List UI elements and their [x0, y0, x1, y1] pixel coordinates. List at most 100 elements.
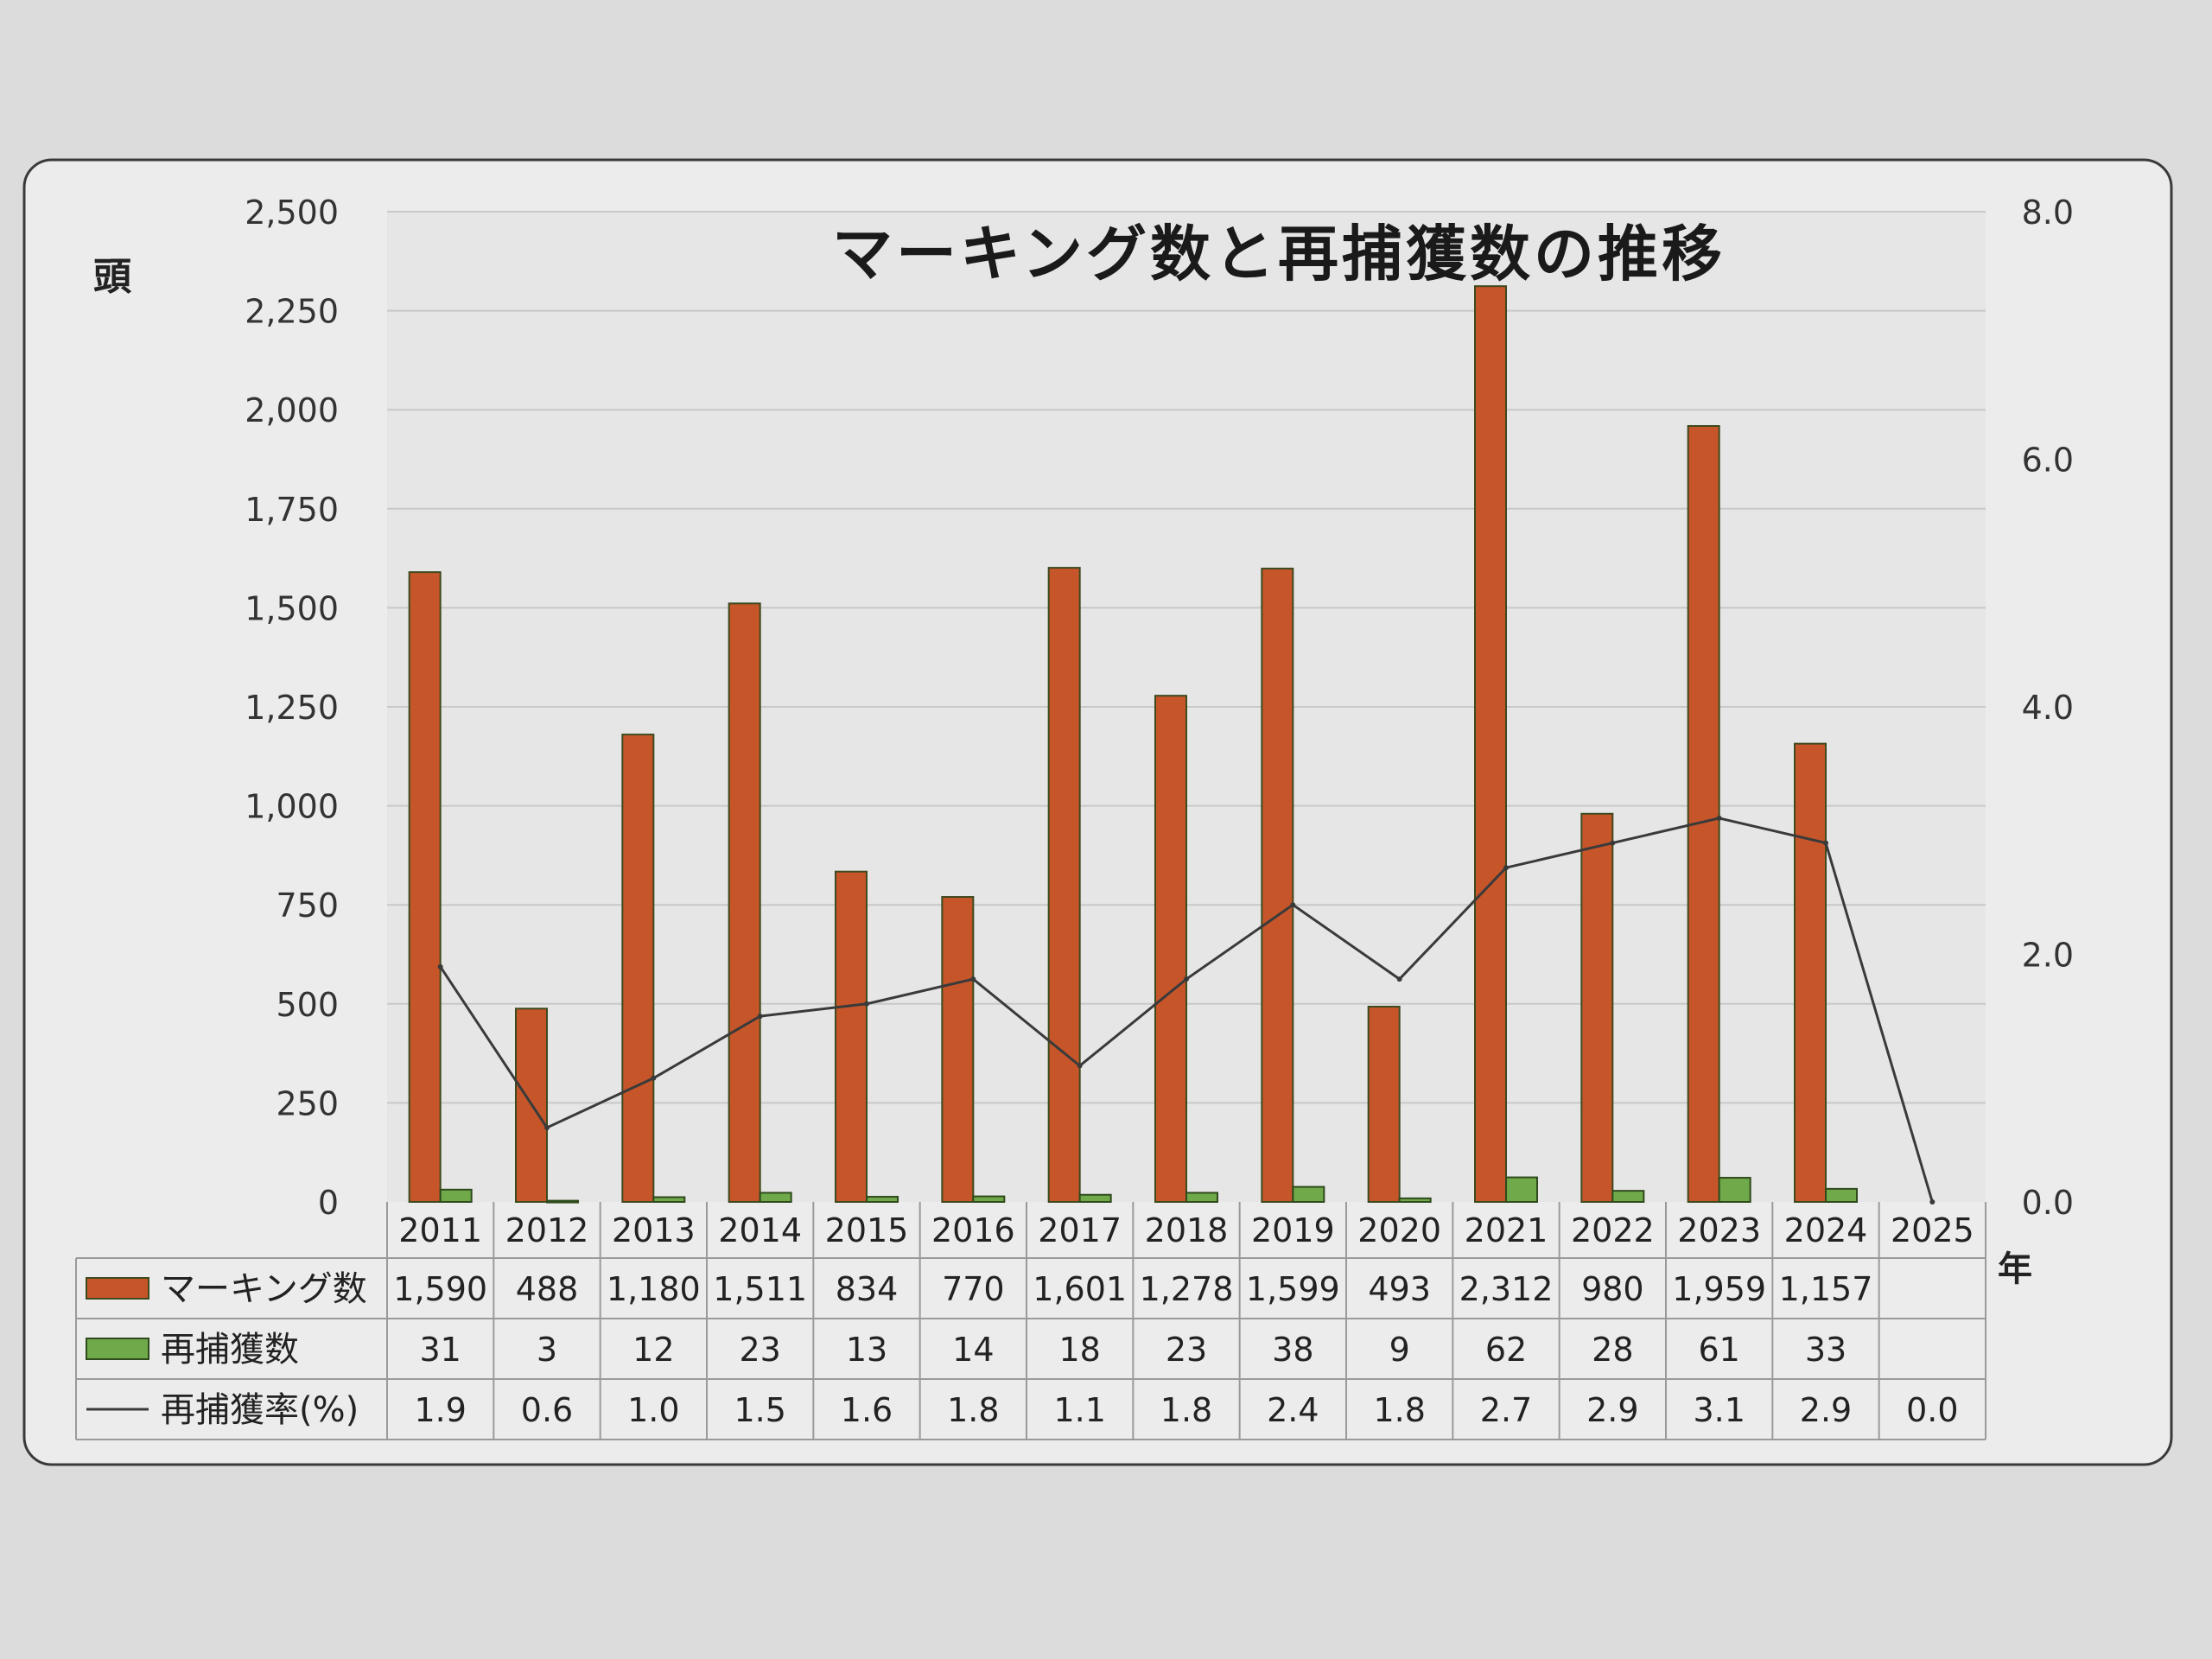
y2-tick-label: 8.0: [2022, 194, 2074, 232]
x-tick-label: 2014: [718, 1211, 802, 1249]
y-tick-label: 2,500: [245, 194, 339, 232]
chart-title: マーキング数と再捕獲数の推移: [832, 219, 1726, 289]
bar-recapture: [1078, 1193, 1112, 1203]
data-label: 1,511: [713, 1270, 807, 1308]
y-tick-label: 0: [318, 1184, 339, 1222]
y2-tick-label: 2.0: [2022, 937, 2074, 975]
legend-swatch-marking: [86, 1277, 149, 1300]
y2-tick-label: 4.0: [2022, 689, 2074, 727]
bar-marking: [1474, 285, 1507, 1203]
rate-point: [437, 963, 443, 969]
rate-point: [1077, 1063, 1083, 1069]
data-label: 12: [632, 1331, 674, 1369]
x-tick-label: 2023: [1677, 1211, 1761, 1249]
legend-label: 再捕獲数: [161, 1330, 299, 1370]
data-label: 1.9: [414, 1391, 466, 1429]
data-label: 0.0: [1906, 1391, 1958, 1429]
x-tick-label: 2013: [612, 1211, 696, 1249]
y-tick-label: 1,000: [245, 788, 339, 826]
data-label: 2,312: [1459, 1270, 1554, 1308]
x-tick-label: 2025: [1891, 1211, 1974, 1249]
data-label: 0.6: [521, 1391, 573, 1429]
data-label: 9: [1389, 1331, 1410, 1369]
legend-label: 再捕獲率(%): [161, 1390, 359, 1430]
data-label: 1,601: [1033, 1270, 1127, 1308]
rate-point: [1716, 815, 1722, 821]
bar-marking: [621, 734, 655, 1203]
y-axis-label: 頭: [93, 255, 132, 299]
bar-marking: [728, 602, 761, 1203]
data-label: 2.7: [1480, 1391, 1532, 1429]
rate-point: [651, 1075, 657, 1081]
y-tick-label: 1,250: [245, 689, 339, 727]
bar-recapture: [972, 1195, 1006, 1203]
data-label: 493: [1368, 1270, 1431, 1308]
data-label: 2.9: [1800, 1391, 1852, 1429]
left-axis-ticks: 0 250 500 750 1,000 1,250 1,500 1,750 2,000 2,250…: [245, 194, 339, 1222]
legend-label: マーキング数: [161, 1269, 367, 1309]
bar-recapture: [652, 1196, 686, 1203]
data-label: 1.0: [627, 1391, 679, 1429]
data-label: 38: [1272, 1331, 1313, 1369]
x-axis-label: 年: [1998, 1249, 2032, 1289]
data-label: 1.6: [841, 1391, 893, 1429]
bar-marking: [1367, 1006, 1401, 1203]
bar-marking: [1047, 567, 1081, 1203]
right-axis-ticks: 0.0 2.0 4.0 6.0 8.0: [2022, 194, 2074, 1222]
x-tick-label: 2021: [1465, 1211, 1548, 1249]
bar-marking: [1261, 568, 1294, 1203]
bar-marking: [1154, 695, 1187, 1203]
data-label: 2.9: [1586, 1391, 1638, 1429]
data-label: 980: [1581, 1270, 1644, 1308]
bar-marking: [408, 571, 442, 1203]
data-label: 1,157: [1779, 1270, 1873, 1308]
bar-recapture: [759, 1192, 792, 1203]
rate-point: [544, 1125, 550, 1131]
data-label: 1,959: [1672, 1270, 1766, 1308]
data-label: 1,278: [1140, 1270, 1234, 1308]
x-tick-label: 2011: [398, 1211, 482, 1249]
y-tick-label: 1,500: [245, 589, 339, 627]
bar-marking: [941, 896, 975, 1203]
bar-recapture: [866, 1196, 899, 1203]
rate-point: [1396, 976, 1402, 982]
data-label: 1.8: [947, 1391, 999, 1429]
y-tick-label: 2,250: [245, 293, 339, 331]
data-label: 1.1: [1053, 1391, 1105, 1429]
data-label: 28: [1592, 1331, 1633, 1369]
bar-recapture: [1292, 1185, 1325, 1204]
legend-swatch-recapture: [86, 1338, 149, 1360]
x-tick-label: 2015: [825, 1211, 909, 1249]
y-tick-label: 500: [276, 986, 339, 1024]
y2-tick-label: 6.0: [2022, 442, 2074, 480]
bar-series: [408, 285, 1858, 1204]
rate-point: [1503, 865, 1509, 871]
y-tick-label: 250: [276, 1084, 339, 1122]
data-label: 3.1: [1693, 1391, 1745, 1429]
data-label: 13: [846, 1331, 887, 1369]
bar-recapture: [439, 1188, 473, 1203]
data-label: 1.8: [1160, 1391, 1212, 1429]
data-label: 2.4: [1267, 1391, 1319, 1429]
y-tick-label: 750: [276, 887, 339, 925]
rate-point: [864, 1001, 869, 1007]
data-label: 1,180: [607, 1270, 701, 1308]
bar-recapture: [1398, 1197, 1432, 1203]
data-label: 23: [739, 1331, 780, 1369]
data-label: 834: [836, 1270, 899, 1308]
data-label: 1,599: [1246, 1270, 1340, 1308]
data-label: 488: [516, 1270, 579, 1308]
bar-recapture: [1611, 1190, 1645, 1203]
data-label: 1.5: [734, 1391, 785, 1429]
x-tick-label: 2022: [1571, 1211, 1655, 1249]
data-label: 1,590: [393, 1270, 487, 1308]
rate-line-series: [437, 815, 1936, 1205]
data-label: 1.8: [1373, 1391, 1425, 1429]
rate-point: [1290, 902, 1296, 908]
bar-recapture: [1718, 1177, 1751, 1203]
data-label: 62: [1485, 1331, 1527, 1369]
y-tick-label: 2,000: [245, 391, 339, 429]
bar-marking: [1687, 424, 1720, 1203]
data-table: 2011 2012 2013 2014 2015 2016 2017 2018 2019 2020…: [75, 1202, 1986, 1440]
